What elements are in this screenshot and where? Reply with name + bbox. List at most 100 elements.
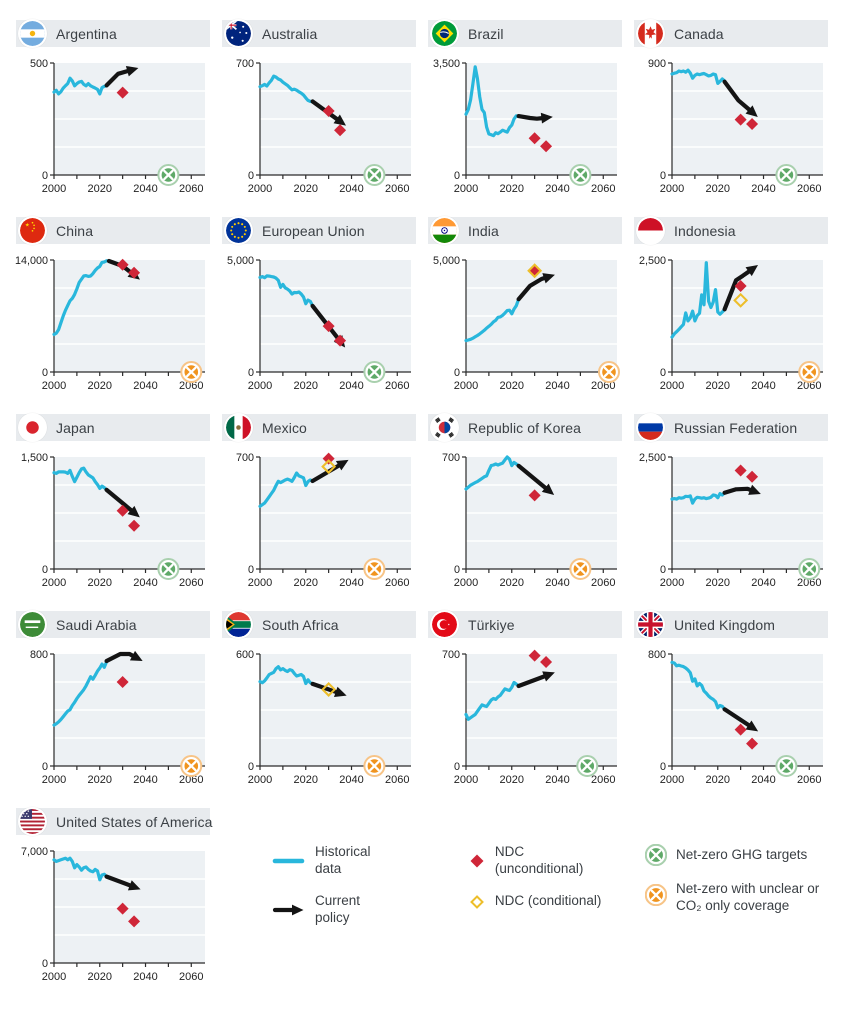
svg-text:2,500: 2,500	[639, 255, 666, 267]
svg-text:2040: 2040	[339, 183, 363, 195]
chart-india: India 5,000 0 2000 2020 2040 2060	[426, 216, 622, 400]
country-name: United Kingdom	[674, 616, 776, 633]
svg-text:2000: 2000	[248, 183, 272, 195]
legend-item-netzero-unclear: Net-zero with unclear or CO₂ only covera…	[644, 881, 828, 915]
svg-text:2060: 2060	[179, 971, 203, 983]
chart-header: Mexico	[222, 413, 416, 442]
legend-column-lines: Historical data Current policy	[272, 844, 396, 927]
chart-republic-of-korea: Republic of Korea 700 0 2000 2020 2040 2060	[426, 413, 622, 597]
svg-text:2000: 2000	[42, 183, 66, 195]
chart-header: Brazil	[428, 19, 622, 48]
chart-header: United States of America	[16, 807, 213, 836]
chart-australia: Australia 700 0 2000 2020 2040 2060	[220, 19, 416, 203]
svg-text:0: 0	[454, 761, 460, 773]
uk-flag-icon	[636, 610, 665, 639]
country-name: Republic of Korea	[468, 419, 581, 436]
svg-text:700: 700	[236, 58, 254, 70]
chart-mexico: Mexico 700 0 2000 2020 2040 2060	[220, 413, 416, 597]
chart-saudi-arabia: Saudi Arabia 800 0 2000 2020 2040 2060	[14, 610, 210, 794]
svg-text:2000: 2000	[42, 577, 66, 589]
chart-header: Saudi Arabia	[16, 610, 210, 639]
historical-line-icon	[272, 858, 305, 864]
svg-text:7,000: 7,000	[21, 846, 48, 858]
svg-text:2020: 2020	[294, 183, 318, 195]
svg-text:0: 0	[660, 761, 666, 773]
svg-text:2020: 2020	[294, 774, 318, 786]
svg-text:2060: 2060	[797, 183, 821, 195]
svg-text:2000: 2000	[248, 774, 272, 786]
svg-text:500: 500	[30, 58, 48, 70]
svg-text:2000: 2000	[248, 577, 272, 589]
svg-text:0: 0	[42, 564, 48, 576]
country-name: Türkiye	[468, 616, 515, 633]
legend: Historical data Current policy NDC (unco…	[220, 808, 828, 991]
chart-turkiye: Türkiye 700 0 2000 2020 2040 2060	[426, 610, 622, 794]
svg-text:2060: 2060	[591, 577, 615, 589]
country-name: Indonesia	[674, 222, 736, 239]
svg-text:0: 0	[660, 367, 666, 379]
chart-header: European Union	[222, 216, 416, 245]
legend-item-ndc-unconditional: NDC (unconditional)	[468, 844, 611, 878]
svg-text:2040: 2040	[751, 183, 775, 195]
svg-text:2040: 2040	[751, 577, 775, 589]
svg-text:2040: 2040	[339, 577, 363, 589]
svg-text:700: 700	[442, 649, 460, 661]
indonesia-flag-icon	[636, 216, 665, 245]
svg-text:2060: 2060	[797, 577, 821, 589]
svg-text:2060: 2060	[591, 183, 615, 195]
svg-text:2000: 2000	[454, 380, 478, 392]
country-name: United States of America	[56, 813, 213, 830]
japan-flag-icon	[18, 413, 47, 442]
country-name: Mexico	[262, 419, 307, 436]
chart-indonesia: Indonesia 2,500 0 2000 2020 2040 2060	[632, 216, 828, 400]
netzero-unclear-circle-icon	[644, 884, 667, 906]
mexico-flag-icon	[224, 413, 253, 442]
chart-header: Australia	[222, 19, 416, 48]
legend-item-ndc-conditional: NDC (conditional)	[468, 893, 611, 911]
chart-south-africa: South Africa 600 0 2000 2020 2040 2060	[220, 610, 416, 794]
svg-text:0: 0	[42, 170, 48, 182]
country-name: South Africa	[262, 616, 339, 633]
svg-text:0: 0	[42, 958, 48, 970]
svg-text:2040: 2040	[545, 380, 569, 392]
svg-text:2020: 2020	[500, 380, 524, 392]
russia-flag-icon	[636, 413, 665, 442]
svg-text:2040: 2040	[339, 380, 363, 392]
chart-european-union: European Union 5,000 0 2000 2020 2040 2060	[220, 216, 416, 400]
svg-text:2020: 2020	[500, 577, 524, 589]
svg-text:0: 0	[454, 170, 460, 182]
svg-text:0: 0	[454, 564, 460, 576]
chart-header: Argentina	[16, 19, 210, 48]
svg-text:2020: 2020	[294, 380, 318, 392]
svg-text:2040: 2040	[751, 380, 775, 392]
country-name: Saudi Arabia	[56, 616, 137, 633]
svg-text:1,500: 1,500	[21, 452, 48, 464]
svg-text:0: 0	[42, 367, 48, 379]
svg-text:0: 0	[454, 367, 460, 379]
svg-text:2060: 2060	[385, 774, 409, 786]
country-name: Russian Federation	[674, 419, 798, 436]
svg-text:2040: 2040	[545, 183, 569, 195]
korea-flag-icon	[430, 413, 459, 442]
netzero-ghg-circle-icon	[644, 844, 667, 866]
svg-text:3,500: 3,500	[433, 58, 460, 70]
svg-text:2060: 2060	[385, 380, 409, 392]
chart-header: Japan	[16, 413, 210, 442]
svg-text:2020: 2020	[706, 183, 730, 195]
chart-header: United Kingdom	[634, 610, 828, 639]
legend-label-ndc-unconditional: NDC (unconditional)	[494, 844, 584, 876]
legend-label-netzero-ghg: Net-zero GHG targets	[675, 846, 808, 862]
country-name: Japan	[56, 419, 95, 436]
country-name: China	[56, 222, 94, 239]
svg-text:2020: 2020	[706, 380, 730, 392]
svg-text:2000: 2000	[42, 380, 66, 392]
legend-label-ndc-conditional: NDC (conditional)	[494, 893, 602, 909]
svg-text:2000: 2000	[454, 183, 478, 195]
